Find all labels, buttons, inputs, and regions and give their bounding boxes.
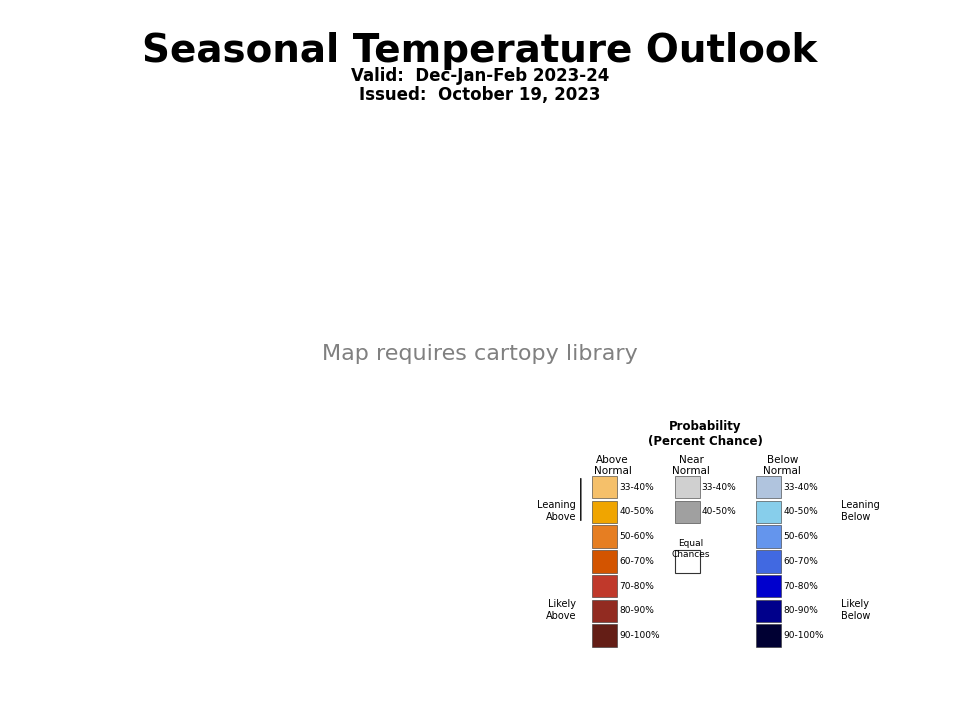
Text: 60-70%: 60-70%: [783, 557, 818, 566]
FancyBboxPatch shape: [756, 600, 781, 622]
Text: 40-50%: 40-50%: [783, 508, 818, 516]
Text: Issued:  October 19, 2023: Issued: October 19, 2023: [359, 86, 601, 104]
Text: Near
Normal: Near Normal: [672, 455, 710, 477]
FancyBboxPatch shape: [675, 501, 700, 523]
Text: Probability
(Percent Chance): Probability (Percent Chance): [648, 419, 763, 448]
Text: Valid:  Dec-Jan-Feb 2023-24: Valid: Dec-Jan-Feb 2023-24: [350, 67, 610, 85]
Text: Above
Normal: Above Normal: [593, 455, 632, 477]
Text: Likely
Above: Likely Above: [545, 599, 576, 621]
FancyBboxPatch shape: [756, 525, 781, 548]
FancyBboxPatch shape: [756, 624, 781, 647]
Text: Map requires cartopy library: Map requires cartopy library: [323, 344, 637, 363]
Text: 80-90%: 80-90%: [619, 607, 654, 615]
FancyBboxPatch shape: [756, 501, 781, 523]
Text: 33-40%: 33-40%: [619, 483, 654, 491]
FancyBboxPatch shape: [592, 501, 617, 523]
FancyBboxPatch shape: [675, 476, 700, 498]
Text: 90-100%: 90-100%: [619, 631, 660, 640]
Text: 90-100%: 90-100%: [783, 631, 824, 640]
Text: 80-90%: 80-90%: [783, 607, 818, 615]
Text: 40-50%: 40-50%: [702, 508, 736, 516]
Text: 60-70%: 60-70%: [619, 557, 654, 566]
FancyBboxPatch shape: [592, 525, 617, 548]
FancyBboxPatch shape: [592, 575, 617, 597]
Text: Likely
Below: Likely Below: [841, 599, 871, 621]
FancyBboxPatch shape: [592, 624, 617, 647]
Text: Leaning
Below: Leaning Below: [841, 500, 879, 522]
FancyBboxPatch shape: [756, 476, 781, 498]
FancyBboxPatch shape: [592, 600, 617, 622]
Text: 33-40%: 33-40%: [783, 483, 818, 491]
Text: 40-50%: 40-50%: [619, 508, 654, 516]
Text: 50-60%: 50-60%: [619, 532, 654, 541]
Text: Seasonal Temperature Outlook: Seasonal Temperature Outlook: [142, 32, 818, 70]
Text: 33-40%: 33-40%: [702, 483, 736, 491]
Text: Below
Normal: Below Normal: [763, 455, 802, 477]
FancyBboxPatch shape: [592, 476, 617, 498]
FancyBboxPatch shape: [675, 550, 700, 573]
Text: Leaning
Above: Leaning Above: [538, 500, 576, 522]
Text: 70-80%: 70-80%: [619, 582, 654, 590]
Text: Equal
Chances: Equal Chances: [672, 539, 710, 559]
FancyBboxPatch shape: [592, 550, 617, 573]
FancyBboxPatch shape: [756, 550, 781, 573]
Text: 50-60%: 50-60%: [783, 532, 818, 541]
FancyBboxPatch shape: [756, 575, 781, 597]
Text: 70-80%: 70-80%: [783, 582, 818, 590]
